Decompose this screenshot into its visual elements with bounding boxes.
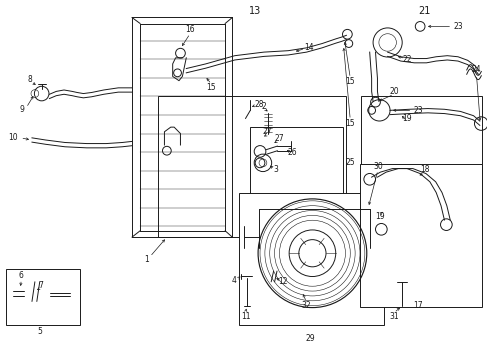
Text: 9: 9 (20, 105, 25, 114)
Text: 18: 18 (419, 166, 429, 175)
Bar (6, 269, 80, 325)
Text: 25: 25 (345, 158, 354, 167)
Bar (238, 193, 384, 325)
Text: 12: 12 (278, 277, 287, 286)
Text: 2: 2 (261, 102, 266, 111)
Text: 31: 31 (388, 312, 398, 321)
Text: 23: 23 (412, 106, 422, 115)
Text: 14: 14 (303, 42, 313, 51)
Text: 15: 15 (345, 77, 354, 86)
Text: 27: 27 (274, 134, 284, 143)
Text: 26: 26 (286, 148, 296, 157)
Bar (360, 96, 481, 235)
Text: 1: 1 (144, 255, 148, 264)
Text: 28: 28 (254, 100, 263, 109)
Text: 11: 11 (240, 312, 250, 321)
Text: 6: 6 (19, 271, 24, 280)
Text: 16: 16 (185, 26, 195, 35)
Text: 24: 24 (470, 66, 480, 75)
Text: 29: 29 (305, 334, 314, 343)
Text: 27: 27 (263, 127, 272, 136)
Text: 22: 22 (402, 55, 411, 64)
Text: 8: 8 (28, 76, 32, 85)
Text: 19: 19 (402, 114, 411, 123)
Text: 20: 20 (388, 87, 398, 96)
Text: 4: 4 (231, 276, 236, 285)
Text: 19: 19 (375, 212, 385, 221)
Text: 13: 13 (248, 6, 261, 17)
Text: 3: 3 (273, 166, 278, 175)
Text: 21: 21 (417, 6, 429, 17)
Text: 15: 15 (345, 119, 354, 128)
Bar (158, 96, 346, 237)
Bar (359, 164, 481, 307)
Text: 17: 17 (412, 301, 422, 310)
Text: 10: 10 (8, 133, 18, 142)
Text: 32: 32 (301, 301, 311, 310)
Text: 23: 23 (452, 22, 462, 31)
Text: 30: 30 (372, 162, 382, 171)
Bar (250, 127, 343, 194)
Text: 15: 15 (206, 83, 216, 92)
Text: 5: 5 (37, 327, 42, 336)
Text: 7: 7 (38, 281, 43, 290)
